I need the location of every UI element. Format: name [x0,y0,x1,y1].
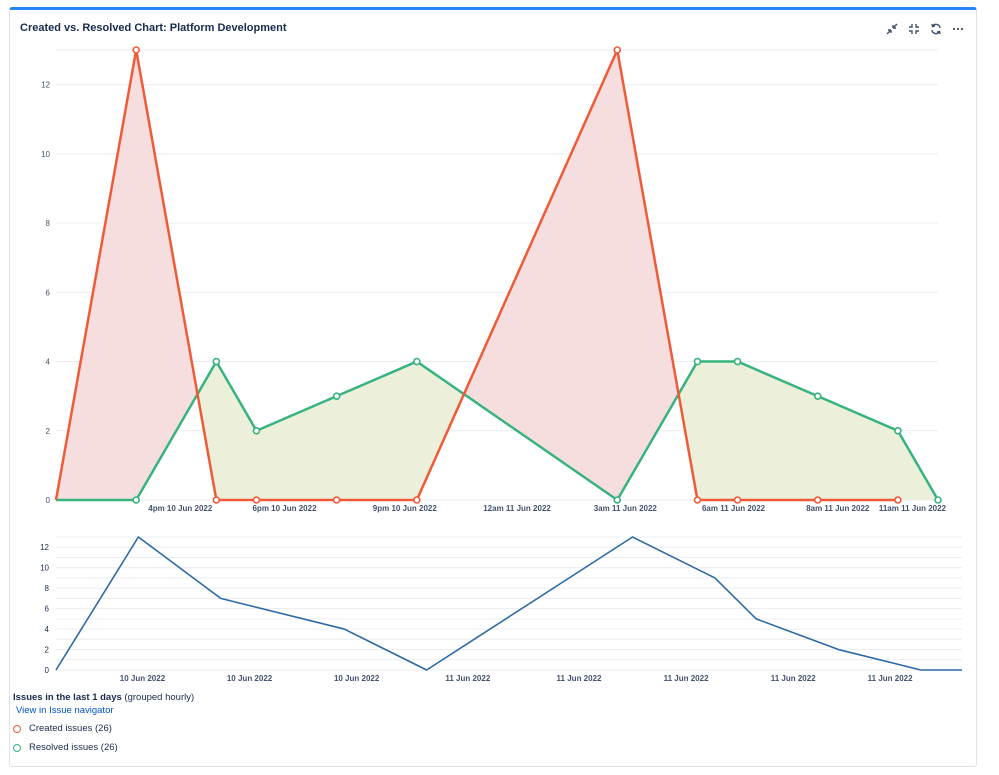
x-tick-label: 10 Jun 2022 [227,674,273,683]
resolved-point [693,357,702,366]
resolved-dot-icon [13,743,21,752]
y-tick-label: 8 [46,219,51,228]
y-tick-label: 2 [46,427,51,436]
created-point [413,496,421,504]
x-tick-label: 11 Jun 2022 [557,674,602,683]
x-tick-label: 9pm 10 Jun 2022 [373,504,438,513]
created-excess-area [464,50,678,500]
x-tick-label: 8am 11 Jun 2022 [806,504,870,513]
created-point [813,496,822,504]
resolved-point [413,357,421,366]
created-point [252,496,261,504]
x-tick-label: 11 Jun 2022 [445,674,490,683]
x-tick-label: 10 Jun 2022 [334,674,380,683]
x-tick-label: 11 Jun 2022 [868,674,913,683]
resolved-point [132,496,140,504]
legend-subtitle: (grouped hourly) [124,692,195,703]
trend-chart: 0 2 4 6 8 10 12 10 Jun 2022 10 Jun 2022 10 Jun 20… [40,536,962,683]
issue-navigator-link[interactable]: View in Issue navigator [16,705,114,716]
y-tick-label: 6 [45,605,50,614]
x-tick-label: 6pm 10 Jun 2022 [252,504,317,513]
legend-item-label: Created issues (26) [29,723,112,734]
resolved-series-line [56,360,940,502]
y-tick-label: 6 [46,288,51,297]
x-tick-label: 11 Jun 2022 [664,674,709,683]
y-tick-label: 10 [40,564,49,573]
y-tick-label: 4 [46,358,51,367]
x-tick-label: 10 Jun 2022 [120,674,166,683]
resolved-point [613,496,622,504]
resolved-point [813,392,822,400]
y-tick-label: 10 [41,150,50,159]
x-tick-label: 11am 11 Jun 2022 [879,504,947,513]
created-point [613,46,622,54]
legend-title: Issues in the last 1 days [13,692,122,703]
created-point [212,496,221,504]
legend-item-label: Resolved issues (26) [29,742,118,753]
legend-item-created[interactable]: Created issues (26) [13,723,194,734]
created-point [733,496,742,504]
y-tick-label: 2 [45,646,50,655]
more-icon[interactable] [950,21,966,37]
collapse-icon[interactable] [906,21,922,37]
created-excess-area [56,50,197,500]
y-tick-label: 4 [45,625,50,634]
legend: Issues in the last 1 days (grouped hourl… [13,692,194,761]
y-tick-label: 12 [40,543,49,552]
resolved-point [332,392,341,400]
created-point [332,496,341,504]
resolved-point [212,357,221,366]
x-tick-label: 6am 11 Jun 2022 [702,504,766,513]
resolved-excess-area [679,361,936,500]
minimize-icon[interactable] [884,21,900,37]
created-point [132,46,140,54]
resolved-excess-area [198,361,463,500]
x-tick-label: 12am 11 Jun 2022 [483,504,551,513]
created-vs-resolved-chart: 0 2 4 6 8 10 12 4pm 10 Jun 2022 6pm 10 Jun 2022 9… [41,46,947,513]
resolved-point [934,496,942,504]
resolved-point [894,426,902,435]
refresh-icon[interactable] [928,21,944,37]
gadget-title: Created vs. Resolved Chart: Platform Dev… [20,22,287,34]
y-tick-label: 8 [45,584,50,593]
x-tick-label: 11 Jun 2022 [771,674,816,683]
resolved-point [733,357,742,366]
y-tick-label: 12 [41,81,50,90]
gadget-tools [884,21,966,37]
created-dot-icon [13,724,21,733]
resolved-point [252,426,261,435]
y-tick-label: 0 [46,496,51,505]
y-tick-label: 0 [45,666,50,675]
gadget-header: Created vs. Resolved Chart: Platform Dev… [10,10,976,44]
created-point [693,496,702,504]
created-point [894,496,902,504]
legend-item-resolved[interactable]: Resolved issues (26) [13,742,194,753]
x-tick-label: 3am 11 Jun 2022 [594,504,658,513]
trend-series-line [55,536,962,671]
x-tick-label: 4pm 10 Jun 2022 [148,504,213,513]
